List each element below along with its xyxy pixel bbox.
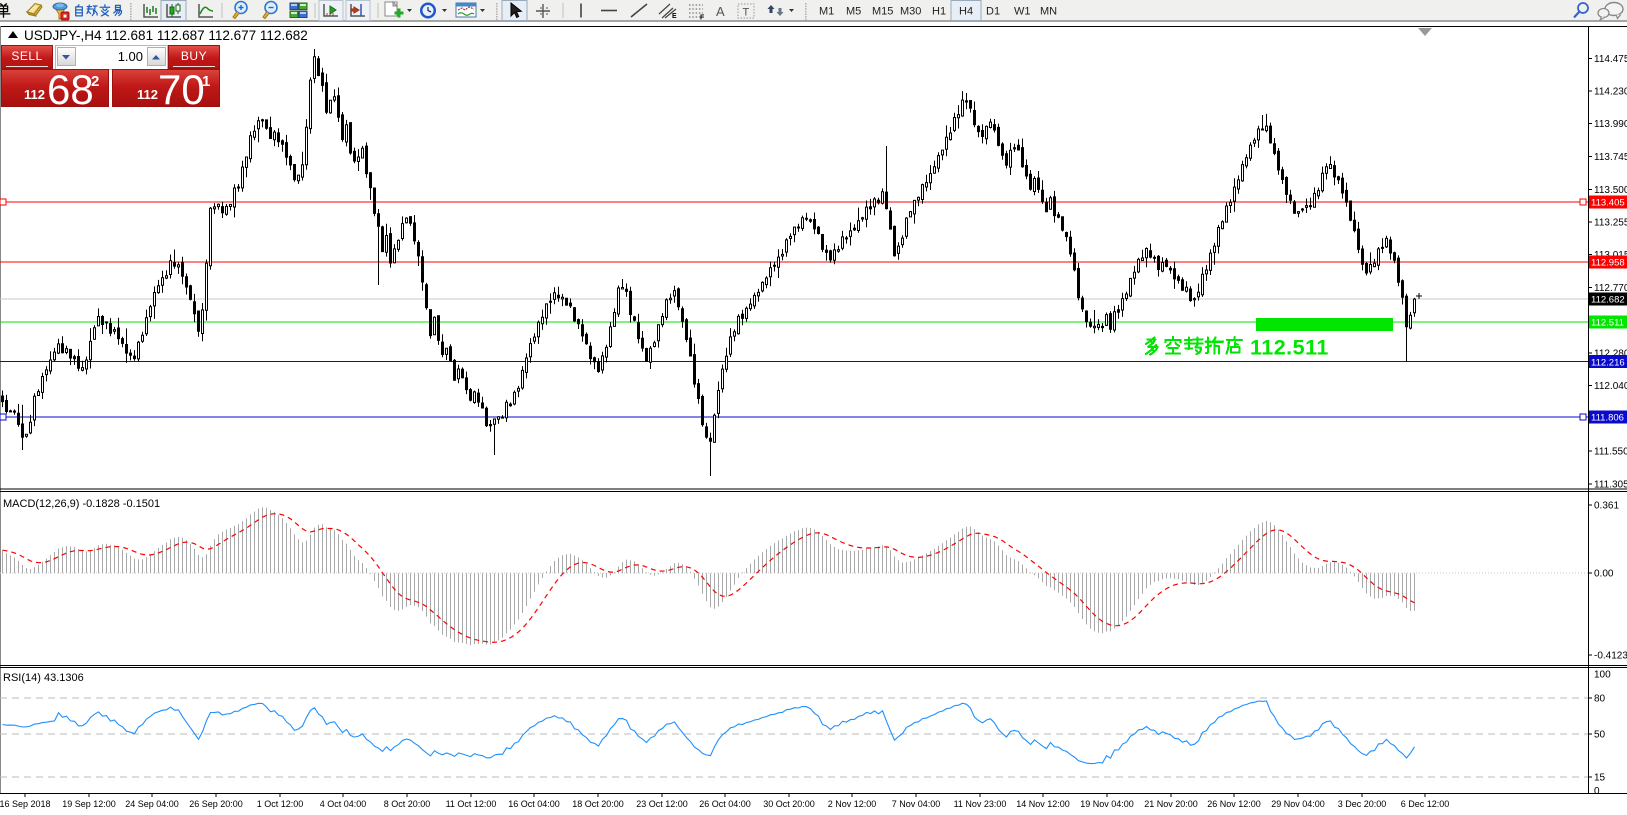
- svg-text:30 Oct 20:00: 30 Oct 20:00: [763, 799, 815, 809]
- svg-text:112.216: 112.216: [1591, 357, 1625, 368]
- svg-text:19 Nov 04:00: 19 Nov 04:00: [1080, 799, 1134, 809]
- svg-text:112.040: 112.040: [1594, 381, 1627, 392]
- svg-text:26 Nov 12:00: 26 Nov 12:00: [1207, 799, 1261, 809]
- svg-text:H4: H4: [959, 6, 973, 18]
- svg-text:113.990: 113.990: [1594, 119, 1627, 130]
- svg-text:114.475: 114.475: [1594, 54, 1627, 65]
- svg-text:RSI(14) 43.1306: RSI(14) 43.1306: [3, 672, 84, 684]
- svg-text:50: 50: [1594, 730, 1606, 741]
- svg-text:M30: M30: [900, 6, 921, 18]
- svg-text:3 Dec 20:00: 3 Dec 20:00: [1338, 799, 1387, 809]
- svg-text:16 Oct 04:00: 16 Oct 04:00: [508, 799, 560, 809]
- svg-text:E: E: [672, 13, 677, 20]
- svg-text:113.745: 113.745: [1594, 152, 1627, 163]
- svg-text:16 Sep 2018: 16 Sep 2018: [0, 799, 51, 809]
- svg-text:0: 0: [1594, 786, 1600, 797]
- svg-text:MN: MN: [1040, 6, 1057, 18]
- svg-text:100: 100: [1594, 670, 1611, 681]
- svg-text:111.305: 111.305: [1594, 480, 1627, 491]
- svg-text:D1: D1: [986, 6, 1000, 18]
- svg-text:MACD(12,26,9) -0.1828 -0.1501: MACD(12,26,9) -0.1828 -0.1501: [3, 498, 160, 510]
- svg-text:A: A: [716, 4, 725, 19]
- svg-text:15: 15: [1594, 773, 1606, 784]
- svg-text:W1: W1: [1014, 6, 1031, 18]
- svg-text:1 Oct 12:00: 1 Oct 12:00: [257, 799, 304, 809]
- svg-text:0.00: 0.00: [1594, 569, 1614, 580]
- svg-text:T: T: [743, 7, 750, 19]
- svg-text:112.511: 112.511: [1250, 336, 1329, 360]
- svg-text:14 Nov 12:00: 14 Nov 12:00: [1016, 799, 1070, 809]
- svg-text:-0.4123: -0.4123: [1594, 651, 1627, 662]
- svg-text:113.255: 113.255: [1594, 218, 1627, 229]
- svg-text:113.405: 113.405: [1591, 198, 1625, 209]
- svg-text:M15: M15: [872, 6, 893, 18]
- svg-text:M1: M1: [819, 6, 834, 18]
- svg-text:USDJPY-,H4 112.681 112.687 11: USDJPY-,H4 112.681 112.687 112.677 112.6…: [24, 28, 308, 43]
- svg-text:4 Oct 04:00: 4 Oct 04:00: [320, 799, 367, 809]
- svg-text:114.230: 114.230: [1594, 87, 1627, 98]
- svg-text:113.500: 113.500: [1594, 185, 1627, 196]
- svg-text:112.511: 112.511: [1591, 318, 1624, 329]
- svg-text:0.361: 0.361: [1594, 500, 1619, 511]
- svg-text:23 Oct 12:00: 23 Oct 12:00: [636, 799, 688, 809]
- svg-text:111.806: 111.806: [1591, 412, 1624, 423]
- svg-text:H1: H1: [932, 6, 946, 18]
- svg-text:113.015: 113.015: [1594, 250, 1627, 261]
- svg-text:11 Oct 12:00: 11 Oct 12:00: [446, 799, 497, 809]
- svg-text:21 Nov 20:00: 21 Nov 20:00: [1144, 799, 1198, 809]
- svg-text:2 Nov 12:00: 2 Nov 12:00: [828, 799, 877, 809]
- svg-text:F: F: [700, 15, 705, 22]
- svg-text:111.550: 111.550: [1594, 447, 1627, 458]
- svg-text:8 Oct 20:00: 8 Oct 20:00: [384, 799, 431, 809]
- svg-text:26 Oct 04:00: 26 Oct 04:00: [699, 799, 751, 809]
- svg-text:M5: M5: [846, 6, 861, 18]
- svg-text:26 Sep 20:00: 26 Sep 20:00: [189, 799, 243, 809]
- svg-text:112.682: 112.682: [1591, 295, 1625, 306]
- svg-text:24 Sep 04:00: 24 Sep 04:00: [125, 799, 179, 809]
- svg-text:112.770: 112.770: [1594, 283, 1627, 294]
- svg-text:80: 80: [1594, 694, 1606, 705]
- svg-text:112.280: 112.280: [1594, 349, 1627, 360]
- svg-text:6 Dec 12:00: 6 Dec 12:00: [1401, 799, 1450, 809]
- svg-text:112.958: 112.958: [1591, 258, 1625, 269]
- svg-text:11 Nov 23:00: 11 Nov 23:00: [954, 799, 1007, 809]
- svg-text:7 Nov 04:00: 7 Nov 04:00: [892, 799, 941, 809]
- svg-text:19 Sep 12:00: 19 Sep 12:00: [62, 799, 116, 809]
- svg-text:29 Nov 04:00: 29 Nov 04:00: [1271, 799, 1325, 809]
- svg-text:18 Oct 20:00: 18 Oct 20:00: [572, 799, 624, 809]
